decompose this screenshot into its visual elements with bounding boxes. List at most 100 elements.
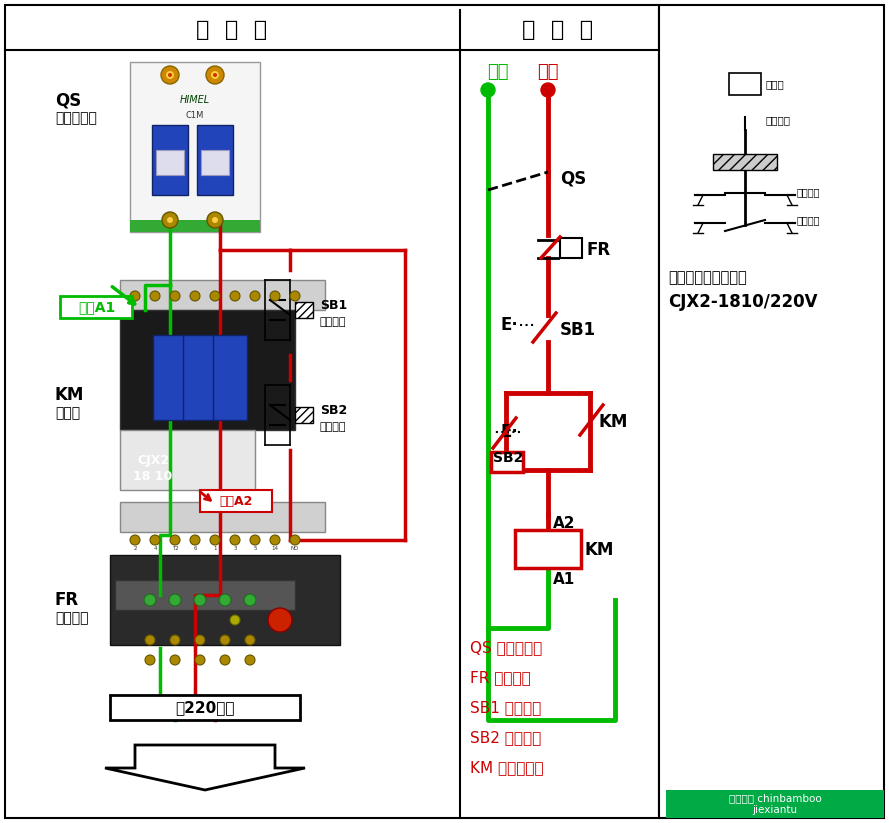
Circle shape <box>167 217 173 223</box>
Text: KM: KM <box>584 541 613 559</box>
Circle shape <box>170 635 180 645</box>
Circle shape <box>170 291 180 301</box>
Bar <box>197 125 233 195</box>
Text: 火线: 火线 <box>537 63 559 81</box>
Text: 启动按钮: 启动按钮 <box>320 422 347 432</box>
Circle shape <box>130 535 140 545</box>
Text: 零线: 零线 <box>487 63 509 81</box>
Bar <box>491 452 523 472</box>
Text: 4: 4 <box>153 546 156 551</box>
Circle shape <box>206 66 224 84</box>
Text: 2: 2 <box>213 292 217 297</box>
Text: SB2 启动按钮: SB2 启动按钮 <box>470 731 541 746</box>
Circle shape <box>244 594 256 606</box>
Text: SB1: SB1 <box>320 299 348 311</box>
Text: 2: 2 <box>133 546 137 551</box>
Bar <box>152 125 188 195</box>
Text: C1M: C1M <box>186 110 204 119</box>
Circle shape <box>245 635 255 645</box>
Circle shape <box>168 73 172 77</box>
Bar <box>120 310 295 430</box>
Text: QS: QS <box>55 91 81 109</box>
Text: SB1: SB1 <box>560 321 597 339</box>
Text: KM: KM <box>55 386 84 404</box>
Text: 线圈A2: 线圈A2 <box>220 495 252 508</box>
Bar <box>120 430 255 490</box>
Bar <box>729 73 761 95</box>
Text: SB2: SB2 <box>320 403 348 416</box>
Text: 接触器: 接触器 <box>55 406 80 420</box>
Text: NO: NO <box>291 292 300 297</box>
Circle shape <box>190 535 200 545</box>
Circle shape <box>270 291 280 301</box>
Bar <box>153 335 187 420</box>
Circle shape <box>162 212 178 228</box>
Bar <box>120 502 325 532</box>
Circle shape <box>194 594 206 606</box>
Circle shape <box>245 655 255 665</box>
Circle shape <box>220 635 230 645</box>
Text: 3: 3 <box>233 546 236 551</box>
Text: 6: 6 <box>193 546 196 551</box>
Circle shape <box>150 291 160 301</box>
Bar <box>110 555 340 645</box>
Circle shape <box>195 635 205 645</box>
Text: 6: 6 <box>253 292 257 297</box>
Text: 原  理  图: 原 理 图 <box>523 20 594 40</box>
Circle shape <box>210 291 220 301</box>
Text: T2: T2 <box>172 546 179 551</box>
Circle shape <box>169 594 181 606</box>
Circle shape <box>195 655 205 665</box>
Bar <box>60 296 132 318</box>
Text: 按钮帽: 按钮帽 <box>765 79 784 89</box>
Text: NO: NO <box>291 546 300 551</box>
Text: KM: KM <box>598 413 628 431</box>
Circle shape <box>268 608 292 632</box>
Bar <box>201 150 229 175</box>
Text: L1: L1 <box>192 292 198 297</box>
Text: E·: E· <box>500 316 517 334</box>
Circle shape <box>210 535 220 545</box>
Bar <box>120 280 325 310</box>
Circle shape <box>211 71 219 79</box>
Circle shape <box>250 535 260 545</box>
Text: FR: FR <box>586 241 610 259</box>
Circle shape <box>190 291 200 301</box>
Text: 空气断路器: 空气断路器 <box>55 111 97 125</box>
Bar <box>183 335 217 420</box>
Circle shape <box>481 83 495 97</box>
Circle shape <box>145 655 155 665</box>
Text: QS 空气断路器: QS 空气断路器 <box>470 640 542 655</box>
Bar <box>666 790 884 818</box>
Bar <box>130 62 260 232</box>
Text: T1: T1 <box>272 292 278 297</box>
Circle shape <box>212 217 218 223</box>
Text: SB2: SB2 <box>493 451 524 465</box>
Text: 热行断: 热行断 <box>169 127 181 133</box>
Circle shape <box>219 594 231 606</box>
Circle shape <box>230 535 240 545</box>
Bar <box>659 5 884 818</box>
Bar <box>560 238 582 258</box>
Bar <box>515 530 581 568</box>
Circle shape <box>161 66 179 84</box>
Circle shape <box>290 535 300 545</box>
Text: 注：交流接触器选用: 注：交流接触器选用 <box>668 271 747 286</box>
Circle shape <box>541 83 555 97</box>
Text: 5: 5 <box>173 292 177 297</box>
Circle shape <box>144 594 156 606</box>
Text: 线圈A1: 线圈A1 <box>78 300 116 314</box>
Text: 18 10: 18 10 <box>133 469 172 482</box>
Bar <box>295 407 313 423</box>
Circle shape <box>230 291 240 301</box>
Bar <box>295 302 313 318</box>
Text: 4: 4 <box>233 292 236 297</box>
Bar <box>110 695 300 720</box>
Text: FR: FR <box>55 591 79 609</box>
Circle shape <box>207 212 223 228</box>
Text: 5: 5 <box>253 546 257 551</box>
Circle shape <box>230 615 240 625</box>
Circle shape <box>213 73 217 77</box>
Text: 百度知道 chinbamboo
jiexiantu: 百度知道 chinbamboo jiexiantu <box>729 793 821 815</box>
Circle shape <box>166 71 174 79</box>
